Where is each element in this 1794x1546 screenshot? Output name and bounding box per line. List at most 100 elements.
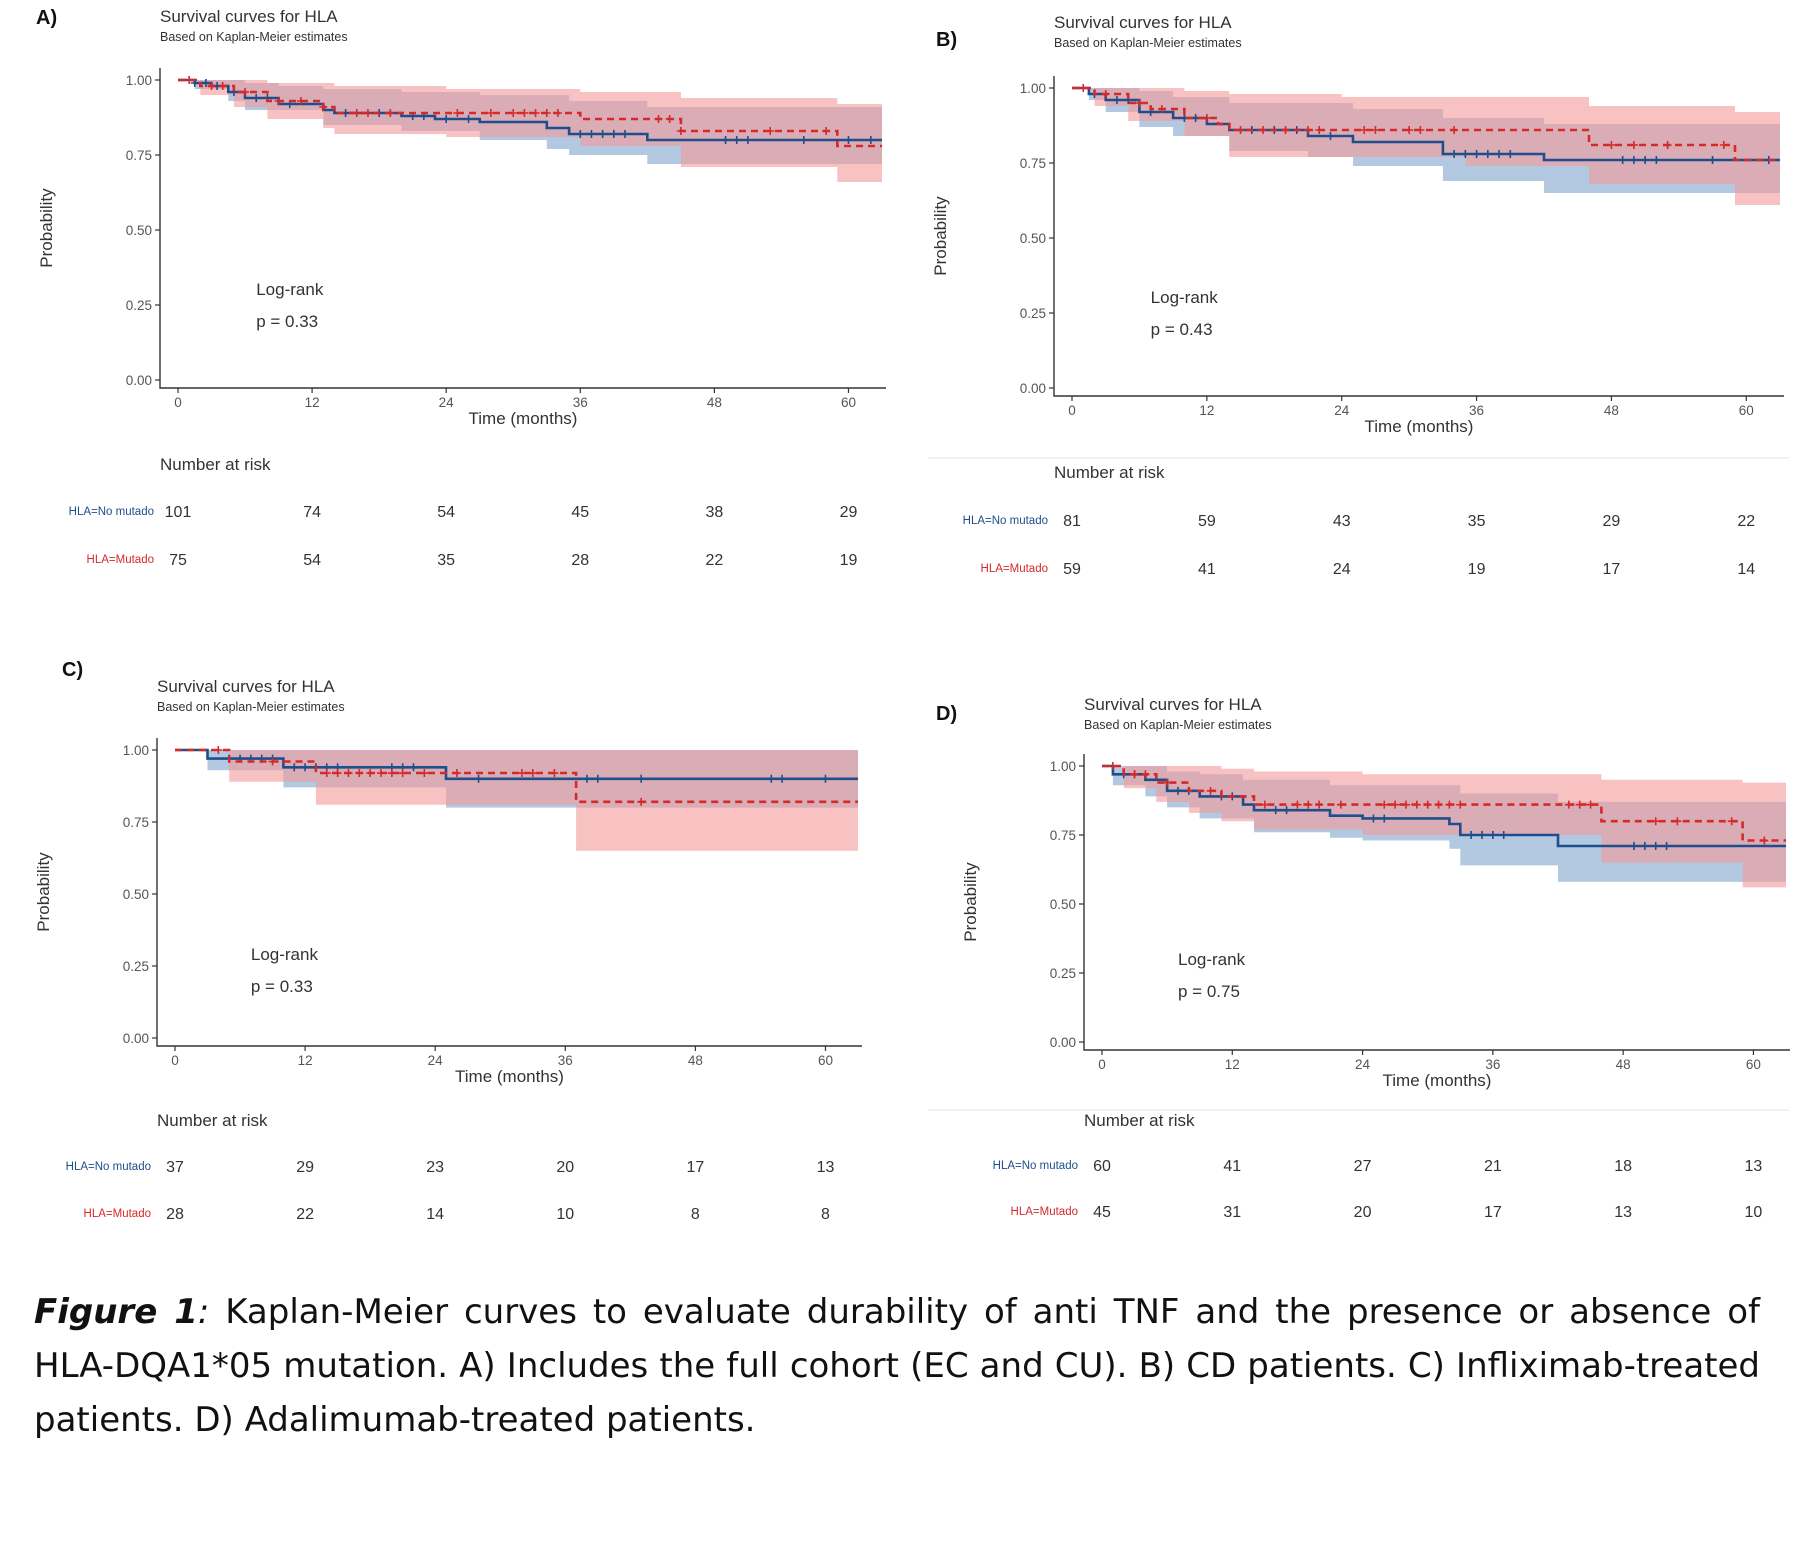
risk-table-title: Number at risk (157, 1111, 268, 1130)
censor-mark (1586, 800, 1595, 809)
y-tick-label: 0.75 (126, 148, 152, 163)
risk-value: 81 (1063, 513, 1081, 530)
censor-mark (452, 769, 461, 778)
censor-mark (799, 136, 808, 144)
censor-mark (409, 763, 418, 772)
censor-mark (1499, 831, 1508, 839)
censor-mark (1472, 150, 1481, 158)
censor-mark (1326, 132, 1335, 140)
censor-mark (1112, 96, 1121, 104)
risk-table-title: Number at risk (1054, 463, 1165, 482)
censor-mark (1461, 150, 1470, 158)
censor-mark (1380, 814, 1389, 823)
risk-value: 22 (296, 1206, 314, 1223)
censor-mark (598, 130, 607, 138)
censor-mark (767, 774, 776, 783)
risk-value: 27 (1354, 1158, 1372, 1175)
x-tick-label: 60 (818, 1053, 833, 1068)
ci-band (178, 80, 882, 182)
censor-mark (464, 115, 473, 123)
censor-mark (587, 130, 596, 138)
censor-mark (528, 769, 537, 778)
risk-value: 101 (165, 504, 192, 521)
y-tick-label: 0.75 (123, 815, 149, 830)
risk-row-label: HLA=No mutado (66, 1161, 151, 1173)
logrank-pvalue: p = 0.43 (1151, 320, 1213, 339)
chart-subtitle: Based on Kaplan-Meier estimates (1054, 36, 1242, 50)
censor-mark (509, 109, 518, 117)
risk-value: 29 (840, 504, 858, 521)
censor-mark (420, 769, 429, 778)
risk-row-label: HLA=No mutado (963, 515, 1048, 527)
x-tick-label: 12 (1225, 1057, 1240, 1072)
censor-mark (333, 769, 342, 778)
censor-mark (1259, 126, 1268, 134)
risk-value: 8 (821, 1206, 830, 1223)
y-axis-label: Probability (931, 196, 950, 276)
y-tick-label: 0.50 (123, 887, 149, 902)
censor-mark (550, 769, 559, 778)
x-tick-label: 0 (1068, 403, 1076, 418)
censor-mark (1202, 114, 1211, 122)
logrank-title: Log-rank (1151, 288, 1219, 307)
censor-mark (363, 109, 372, 117)
censor-mark (1079, 84, 1088, 92)
panel-label: B) (936, 29, 957, 51)
censor-mark (520, 109, 529, 117)
risk-value: 22 (1737, 513, 1755, 530)
censor-mark (743, 136, 752, 144)
censor-mark (1416, 126, 1425, 134)
censor-mark (1371, 126, 1380, 134)
censor-mark (637, 797, 646, 806)
caption-text: Kaplan-Meier curves to evaluate durabili… (34, 1292, 1761, 1440)
risk-value: 35 (437, 552, 455, 569)
y-tick-label: 0.50 (126, 223, 152, 238)
risk-value: 14 (426, 1206, 444, 1223)
x-axis-label: Time (months) (1383, 1071, 1492, 1090)
censor-mark (1163, 778, 1172, 787)
censor-mark (821, 774, 830, 783)
censor-mark (1405, 126, 1414, 134)
km-panel-b: B) Survival curves for HLA Based on Kaplan… (928, 13, 1789, 578)
risk-value: 8 (691, 1206, 700, 1223)
y-tick-label: 0.75 (1020, 156, 1046, 171)
censor-mark (252, 94, 261, 102)
censor-mark (1629, 141, 1638, 149)
censor-mark (1483, 150, 1492, 158)
censor-mark (1652, 156, 1661, 164)
risk-value: 13 (1614, 1204, 1632, 1221)
censor-mark (290, 763, 299, 772)
logrank-pvalue: p = 0.75 (1178, 982, 1240, 1001)
censor-mark (1174, 786, 1182, 795)
censor-mark (1380, 800, 1389, 809)
logrank-pvalue: p = 0.33 (256, 312, 318, 331)
risk-value: 19 (1468, 561, 1486, 578)
censor-mark (1506, 150, 1515, 158)
survival-curve (175, 748, 858, 804)
censor-mark (1412, 800, 1421, 809)
ci-band (175, 750, 858, 851)
censor-mark (609, 130, 618, 138)
censor-mark (355, 769, 364, 778)
censor-mark (376, 769, 385, 778)
chart-title: Survival curves for HLA (1054, 13, 1232, 32)
censor-mark (1651, 842, 1660, 851)
censor-mark (1467, 831, 1476, 839)
censor-mark (344, 769, 353, 778)
censor-mark (1236, 126, 1245, 134)
x-tick-label: 60 (1739, 403, 1754, 418)
risk-value: 23 (426, 1159, 444, 1176)
risk-value: 74 (303, 504, 321, 521)
censor-mark (1445, 800, 1454, 809)
censor-mark (268, 757, 277, 766)
x-tick-label: 48 (1616, 1057, 1631, 1072)
y-tick-label: 0.75 (1050, 828, 1076, 843)
censor-mark (1315, 800, 1324, 809)
axis-lines (1053, 76, 1784, 397)
censor-mark (676, 127, 685, 135)
logrank-title: Log-rank (251, 945, 319, 964)
censor-mark (1271, 806, 1280, 815)
x-axis-label: Time (months) (469, 409, 578, 428)
figure-caption: Figure 1: Kaplan-Meier curves to evaluat… (34, 1285, 1760, 1447)
